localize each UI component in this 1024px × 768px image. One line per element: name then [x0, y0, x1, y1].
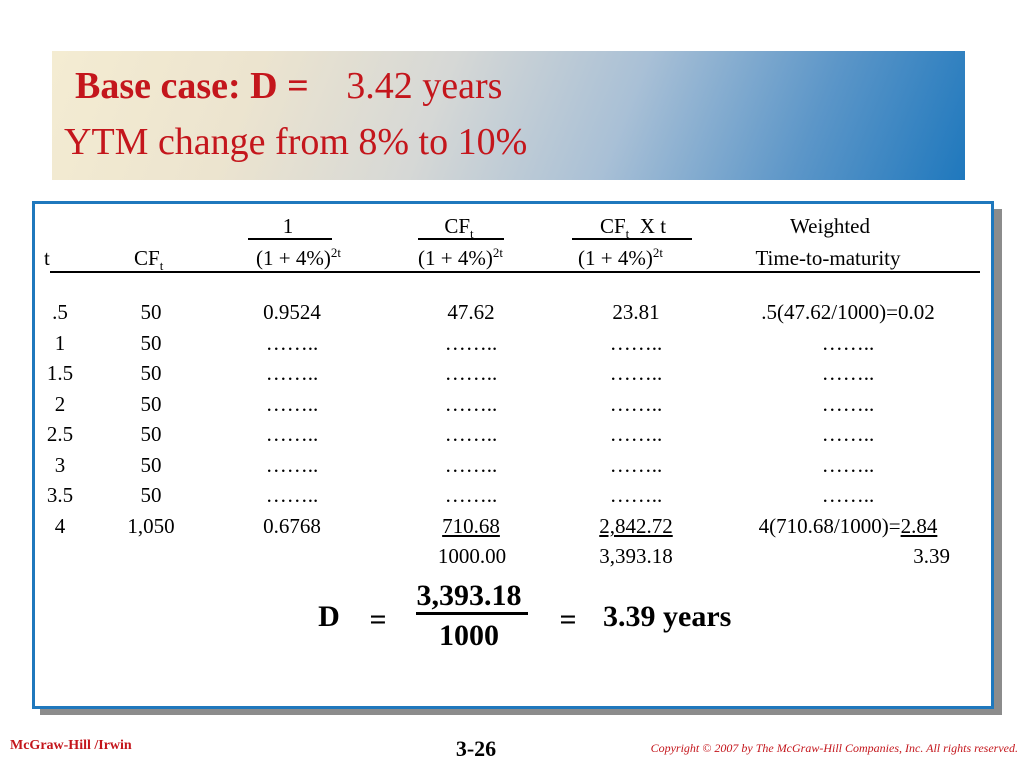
header-col4-numerator: CFt: [444, 214, 474, 242]
cell-t: 3.5: [46, 483, 74, 507]
cell-t: 2: [54, 392, 66, 416]
cell-pv-times-t: ……..: [609, 483, 663, 507]
cell-cf: 50: [140, 300, 162, 324]
cell-pv-times-t: ……..: [609, 331, 663, 355]
cell-cf: 50: [140, 422, 162, 446]
cell-cf: 50: [140, 392, 162, 416]
cell-cf: 1,050: [127, 514, 175, 538]
slide-title-line1: Base case: D = 3.42 years: [75, 64, 502, 108]
cell-t: 4: [54, 514, 66, 538]
cell-weighted-ttm: ……..: [821, 453, 875, 477]
cell-discount-factor: 0.9524: [263, 300, 321, 324]
cell-cf: 50: [140, 453, 162, 477]
header-col4-fraction-line: [418, 238, 504, 240]
formula-equals-1: =: [369, 603, 387, 636]
formula-numerator: 3,393.18: [416, 579, 522, 612]
cell-discount-factor: ……..: [265, 422, 319, 446]
cell-discount-factor: ……..: [265, 483, 319, 507]
title-label: Base case: D =: [75, 65, 319, 107]
cell-discount-factor: 0.6768: [263, 514, 321, 538]
cell-discount-factor: ……..: [265, 392, 319, 416]
cell-cf: 50: [140, 483, 162, 507]
header-rule: [50, 271, 980, 273]
footer-publisher: McGraw-Hill /Irwin: [10, 738, 132, 753]
header-col6-line1: Weighted: [790, 214, 870, 238]
cell-cf: 50: [140, 331, 162, 355]
title-value: 3.42 years: [346, 65, 503, 107]
total-present-value: 1000.00: [437, 544, 507, 568]
cell-present-value: 710.68: [442, 514, 500, 538]
header-cf: CFt: [134, 246, 164, 274]
total-weighted-ttm: 3.39: [913, 544, 950, 568]
duration-table-panel: [32, 201, 994, 709]
cell-present-value: ……..: [444, 422, 498, 446]
cell-t: 2.5: [46, 422, 74, 446]
formula-equals-2: =: [559, 603, 577, 636]
cell-weighted-ttm: 4(710.68/1000)=2.84: [758, 514, 938, 538]
formula-denominator: 1000: [439, 619, 499, 652]
slide-title-line2: YTM change from 8% to 10%: [64, 121, 528, 163]
header-t: t: [44, 246, 50, 270]
cell-t: 1: [54, 331, 66, 355]
formula-fraction-bar: [416, 612, 528, 615]
footer-copyright: Copyright © 2007 by The McGraw-Hill Comp…: [650, 741, 1018, 755]
header-col4-denominator: (1 + 4%)2t: [418, 245, 503, 270]
cell-weighted-ttm: ……..: [821, 331, 875, 355]
header-col3-denominator: (1 + 4%)2t: [256, 245, 341, 270]
formula-result: 3.39 years: [603, 600, 732, 633]
cell-weighted-ttm: ……..: [821, 361, 875, 385]
cell-weighted-ttm: ……..: [821, 422, 875, 446]
header-col5-fraction-line: [572, 238, 692, 240]
cell-discount-factor: ……..: [265, 331, 319, 355]
cell-pv-times-t: ……..: [609, 422, 663, 446]
header-col5-numerator: CFt X t: [599, 214, 667, 242]
cell-present-value: ……..: [444, 331, 498, 355]
cell-t: 3: [54, 453, 66, 477]
cell-pv-times-t: ……..: [609, 361, 663, 385]
header-col3-numerator: 1: [282, 214, 294, 238]
header-col3-fraction-line: [248, 238, 332, 240]
cell-pv-times-t: 2,842.72: [599, 514, 673, 538]
cell-weighted-ttm: .5(47.62/1000)=0.02: [761, 300, 935, 324]
cell-weighted-ttm: ……..: [821, 392, 875, 416]
cell-discount-factor: ……..: [265, 361, 319, 385]
cell-pv-times-t: ……..: [609, 392, 663, 416]
cell-t: 1.5: [46, 361, 74, 385]
cell-present-value: ……..: [444, 392, 498, 416]
total-pv-times-t: 3,393.18: [599, 544, 673, 568]
cell-cf: 50: [140, 361, 162, 385]
formula-lhs: D: [318, 600, 340, 633]
header-col5-denominator: (1 + 4%)2t: [578, 245, 663, 270]
cell-weighted-ttm: ……..: [821, 483, 875, 507]
title-banner: [52, 51, 965, 180]
cell-present-value: ……..: [444, 483, 498, 507]
cell-present-value: ……..: [444, 453, 498, 477]
cell-present-value: ……..: [444, 361, 498, 385]
header-col6-line2: Time-to-maturity: [755, 246, 901, 270]
cell-t: .5: [52, 300, 68, 324]
cell-pv-times-t: 23.81: [612, 300, 660, 324]
slide-number: 3-26: [455, 736, 497, 761]
cell-present-value: 47.62: [447, 300, 495, 324]
cell-discount-factor: ……..: [265, 453, 319, 477]
cell-pv-times-t: ……..: [609, 453, 663, 477]
